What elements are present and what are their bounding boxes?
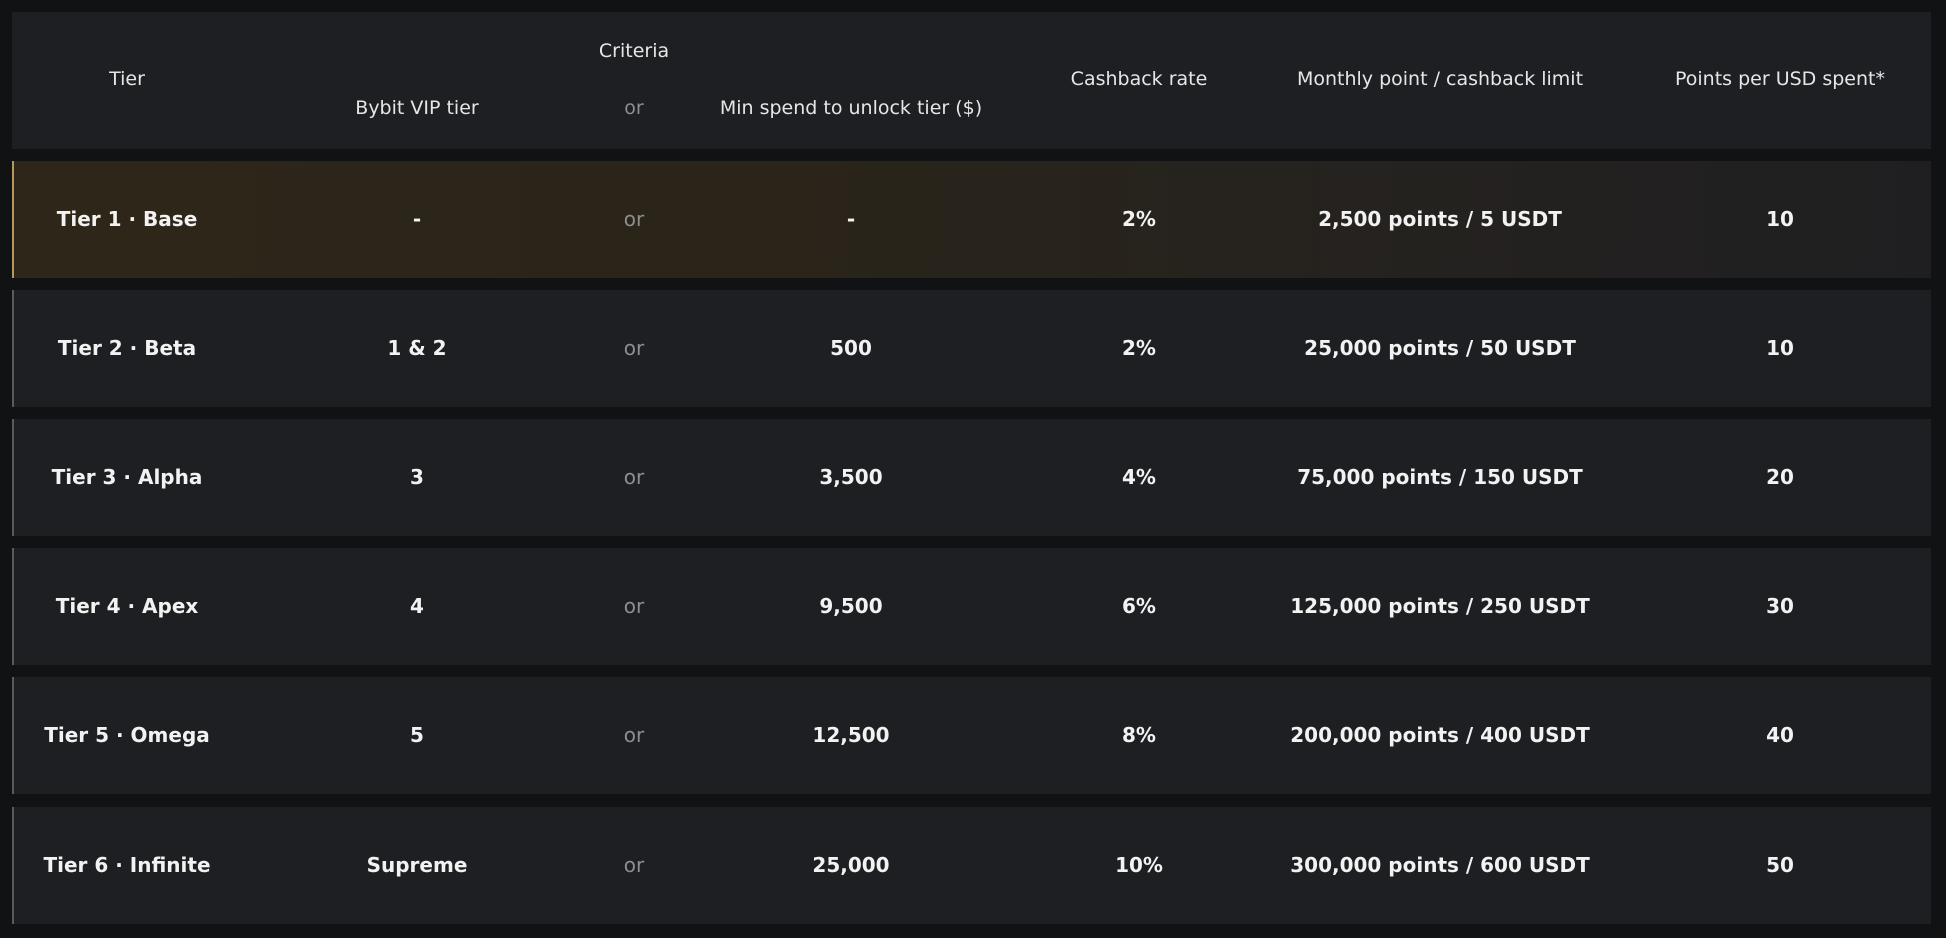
table-cell: 75,000 points / 150 USDT xyxy=(1297,465,1583,490)
table-cell: 6% xyxy=(1122,594,1156,619)
table-cell: 4% xyxy=(1122,465,1156,490)
table-cell: 30 xyxy=(1766,594,1794,619)
table-cell: or xyxy=(623,336,645,361)
table-cell: 200,000 points / 400 USDT xyxy=(1290,723,1590,748)
table-row: Tier 1 · Base - or - 2% 2,500 points / 5 USDT… xyxy=(12,161,1931,278)
table-cell: 9,500 xyxy=(819,594,883,619)
table-cell: 5 xyxy=(410,723,424,748)
table-cell: or xyxy=(623,723,645,748)
table-header: Tier Criteria Bybit VIP tier or Min spen… xyxy=(12,12,1931,149)
table-cell: 2% xyxy=(1122,336,1156,361)
table-cell: or xyxy=(623,207,645,231)
table-cell: 20 xyxy=(1766,465,1794,490)
table-cell: 10% xyxy=(1115,852,1163,877)
table-row: Tier 6 · Infinite Supreme or 25,000 10% 300,0… xyxy=(12,806,1931,924)
header-cell: Tier xyxy=(109,68,145,90)
table-cell: 300,000 points / 600 USDT xyxy=(1290,852,1590,877)
table-cell: 50 xyxy=(1766,852,1794,877)
table-cell: Tier 3 · Alpha xyxy=(51,465,203,490)
table-row: Tier 5 · Omega 5 or 12,500 8% 200,000 points … xyxy=(12,677,1931,795)
table-cell: 4 xyxy=(410,594,424,619)
header-cell: Points per USD spent* xyxy=(1675,68,1885,90)
table-row: Tier 4 · Apex 4 or 9,500 6% 125,000 points / … xyxy=(12,548,1931,666)
table-row: Tier 2 · Beta 1 & 2 or 500 2% 25,000 points /… xyxy=(12,290,1931,408)
table-cell: Tier 2 · Beta xyxy=(57,336,197,361)
table-cell: 8% xyxy=(1122,723,1156,748)
table-cell: 3,500 xyxy=(819,465,883,490)
table-cell: - xyxy=(846,207,856,231)
table-cell: 125,000 points / 250 USDT xyxy=(1290,594,1590,619)
table-cell: Supreme xyxy=(366,852,468,877)
table-cell: 500 xyxy=(830,336,872,361)
table-cell: Tier 6 · Infinite xyxy=(43,852,211,877)
table-cell: 10 xyxy=(1766,336,1794,361)
table-cell: - xyxy=(412,207,422,231)
table-cell: 25,000 points / 50 USDT xyxy=(1304,336,1576,361)
header-cell: Monthly point / cashback limit xyxy=(1296,68,1584,90)
table-cell: 25,000 xyxy=(812,852,890,877)
table-row: Tier 3 · Alpha 3 or 3,500 4% 75,000 points / … xyxy=(12,419,1931,537)
table-cell: 12,500 xyxy=(812,723,890,748)
table-cell: or xyxy=(623,852,645,877)
table-cell: 2,500 points / 5 USDT xyxy=(1318,207,1562,231)
header-cell: or xyxy=(624,97,644,119)
table-cell: Tier 5 · Omega xyxy=(44,723,210,748)
header-cell: Cashback rate xyxy=(1070,68,1208,90)
table-cell: or xyxy=(623,465,645,490)
table-cell: or xyxy=(623,594,645,619)
header-cell: Criteria xyxy=(598,40,670,62)
table-cell: 40 xyxy=(1766,723,1794,748)
header-cell: Bybit VIP tier xyxy=(355,97,479,119)
table-cell: 2% xyxy=(1122,207,1156,231)
table-cell: 3 xyxy=(410,465,424,490)
table-cell: Tier 1 · Base xyxy=(56,207,198,231)
table-cell: Tier 4 · Apex xyxy=(55,594,199,619)
table-cell: 1 & 2 xyxy=(387,336,447,361)
table-cell: 10 xyxy=(1766,207,1794,231)
header-cell: Min spend to unlock tier ($) xyxy=(719,97,983,119)
